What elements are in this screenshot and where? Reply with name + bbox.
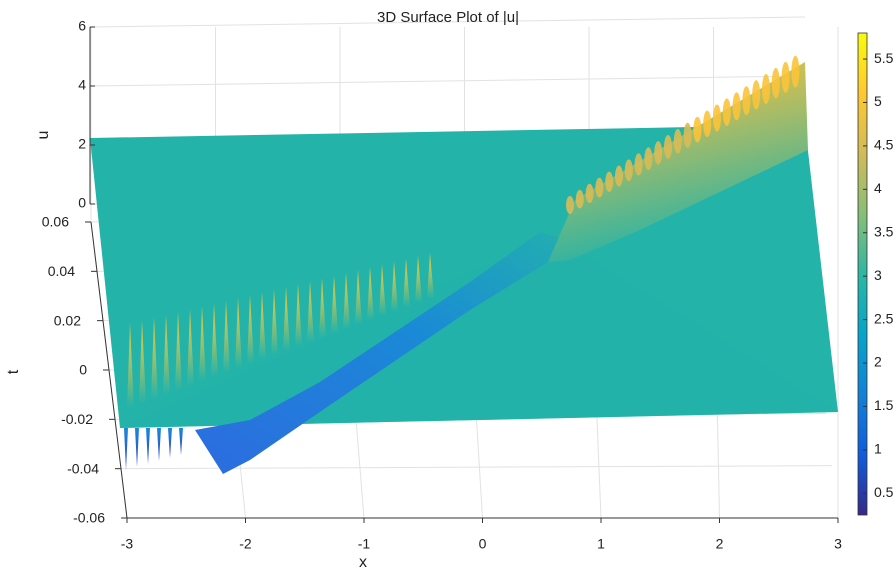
spike	[135, 428, 139, 467]
spike	[319, 278, 326, 338]
colorbar-tick-label: 5.5	[874, 50, 894, 66]
y-tick-label: -0.06	[73, 510, 105, 526]
spike	[124, 428, 128, 470]
spike	[247, 295, 254, 364]
chart-title: 3D Surface Plot of |u|	[377, 9, 519, 26]
ripple	[605, 171, 614, 192]
ripple	[664, 135, 672, 159]
spike	[235, 297, 242, 369]
ripple	[722, 98, 731, 126]
x-tick-label: 2	[716, 536, 724, 552]
spike	[295, 283, 302, 347]
ripple	[781, 61, 790, 93]
spike	[211, 303, 218, 378]
spike	[307, 281, 314, 342]
spike	[271, 289, 278, 356]
ripple	[575, 189, 584, 209]
z-tick-label: 2	[78, 136, 86, 152]
surface-spikes	[124, 55, 800, 470]
x-tick-label: -2	[239, 536, 252, 552]
spike	[199, 306, 206, 382]
ripple	[654, 141, 663, 165]
y-tick-label: -0.04	[67, 460, 99, 476]
x-axis-label: x	[359, 554, 367, 571]
spike	[223, 300, 230, 373]
spike	[379, 264, 386, 316]
spike	[403, 258, 410, 307]
y-tick-label: 0.02	[54, 312, 81, 328]
x-tick-label: 3	[834, 536, 842, 552]
spike	[259, 292, 266, 360]
u-axis-label: u	[35, 131, 52, 140]
t-axis-label: t	[5, 369, 22, 374]
spike	[168, 428, 172, 458]
x-tick-label: 1	[597, 536, 605, 552]
colorbar	[857, 32, 868, 516]
ripple	[615, 165, 623, 187]
x-tick-label: 0	[479, 536, 487, 552]
colorbar-tick-label: 4.5	[874, 137, 894, 153]
ripple	[683, 122, 692, 148]
colorbar-tick-label: 5	[874, 93, 882, 109]
ripple	[762, 74, 770, 104]
ripple	[673, 128, 682, 154]
colorbar-tick-label: 1.5	[874, 397, 894, 413]
colorbar-tick-label: 4	[874, 180, 882, 196]
spike	[163, 314, 170, 395]
spike	[146, 428, 150, 464]
spike	[175, 311, 182, 391]
ripple	[771, 67, 780, 99]
ripple	[634, 153, 643, 176]
spike	[415, 255, 422, 303]
spike	[157, 428, 161, 461]
ripple	[713, 104, 721, 132]
z-tick-label: 6	[78, 18, 86, 34]
z-tick-label: 4	[78, 77, 86, 93]
grid-line	[89, 16, 806, 28]
colorbar-tick-label: 3.5	[874, 223, 894, 239]
spike	[367, 267, 374, 320]
ripple	[742, 86, 751, 115]
spike	[355, 269, 362, 325]
ripple	[732, 92, 741, 121]
ripple	[566, 196, 574, 214]
ripple	[585, 183, 594, 203]
spike	[331, 275, 338, 334]
colorbar-tick-label: 3	[874, 267, 882, 283]
ripple	[644, 147, 653, 171]
colorbar-tick-label: 2.5	[874, 310, 894, 326]
y-tick-label: 0	[79, 362, 87, 378]
spike	[391, 261, 398, 312]
spike	[187, 309, 194, 386]
grid-line	[89, 75, 806, 87]
spike	[179, 428, 183, 455]
spike	[427, 253, 434, 298]
spike	[283, 286, 290, 351]
y-tick-label: 0.06	[42, 214, 69, 230]
grid-line	[120, 465, 833, 470]
colorbar-tick-label: 2	[874, 354, 882, 370]
y-tick-label: -0.02	[61, 411, 93, 427]
z-tick-label: 0	[78, 195, 86, 211]
ripple	[703, 110, 712, 137]
ripple	[752, 80, 761, 110]
ripple	[693, 116, 702, 143]
ripple	[791, 55, 800, 88]
y-tick-label: 0.04	[48, 263, 75, 279]
spike	[343, 272, 350, 329]
colorbar-tick-label: 0.5	[874, 484, 894, 500]
x-tick-label: -3	[121, 536, 134, 552]
spike	[127, 323, 134, 408]
colorbar-tick-label: 1	[874, 441, 882, 457]
ripple	[595, 177, 604, 198]
ripple	[624, 159, 633, 181]
x-tick-label: -1	[358, 536, 371, 552]
spike	[139, 320, 146, 404]
spike	[151, 317, 158, 400]
